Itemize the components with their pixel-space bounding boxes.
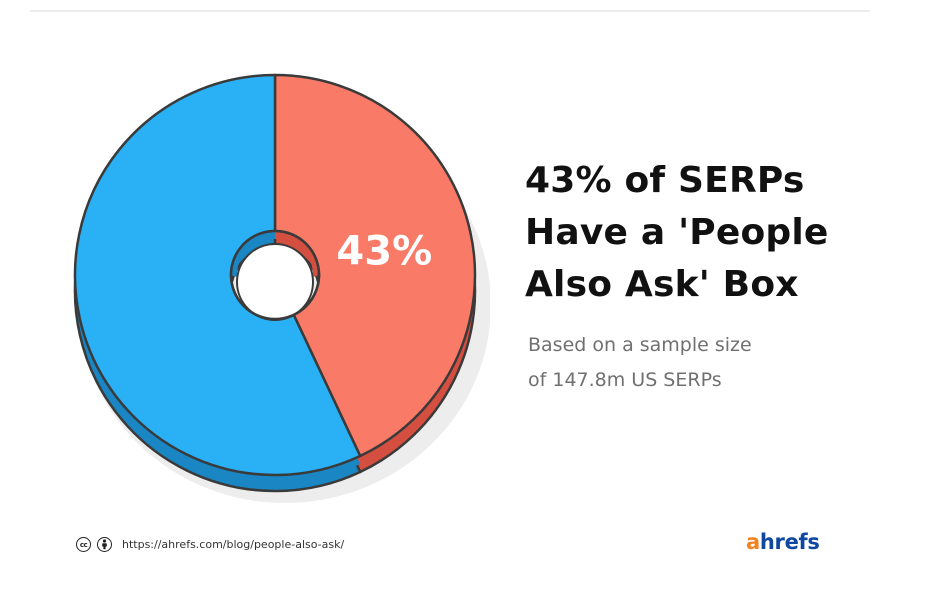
hole-wall-left <box>231 231 275 277</box>
chart-labels: 43% <box>336 229 432 275</box>
logo-letter-a: a <box>746 530 760 554</box>
subtext-line-1: Based on a sample size <box>528 334 752 356</box>
license-footer: cc https://ahrefs.com/blog/people-also-a… <box>76 537 344 552</box>
chart-top-face <box>73 73 477 477</box>
donut-chart: 43% <box>73 73 490 503</box>
logo-letters: hrefs <box>759 530 820 554</box>
source-url[interactable]: https://ahrefs.com/blog/people-also-ask/ <box>122 538 345 551</box>
subtext: Based on a sample size of 147.8m US SERP… <box>528 328 868 398</box>
donut-hole-rim <box>229 229 321 321</box>
headline: 43% of SERPs Have a 'People Also Ask' Bo… <box>525 155 885 311</box>
headline-line-1: 43% of SERPs <box>525 160 805 201</box>
creative-commons-icon: cc <box>76 537 91 552</box>
headline-line-2: Have a 'People <box>525 212 829 253</box>
headline-line-3: Also Ask' Box <box>525 264 799 305</box>
subtext-line-2: of 147.8m US SERPs <box>528 369 722 391</box>
slice-label-0: 43% <box>336 229 432 275</box>
top-divider <box>30 10 870 12</box>
hole-wall-right <box>275 231 319 277</box>
ahrefs-logo: ahrefs <box>746 530 820 554</box>
attribution-icon <box>97 537 112 552</box>
